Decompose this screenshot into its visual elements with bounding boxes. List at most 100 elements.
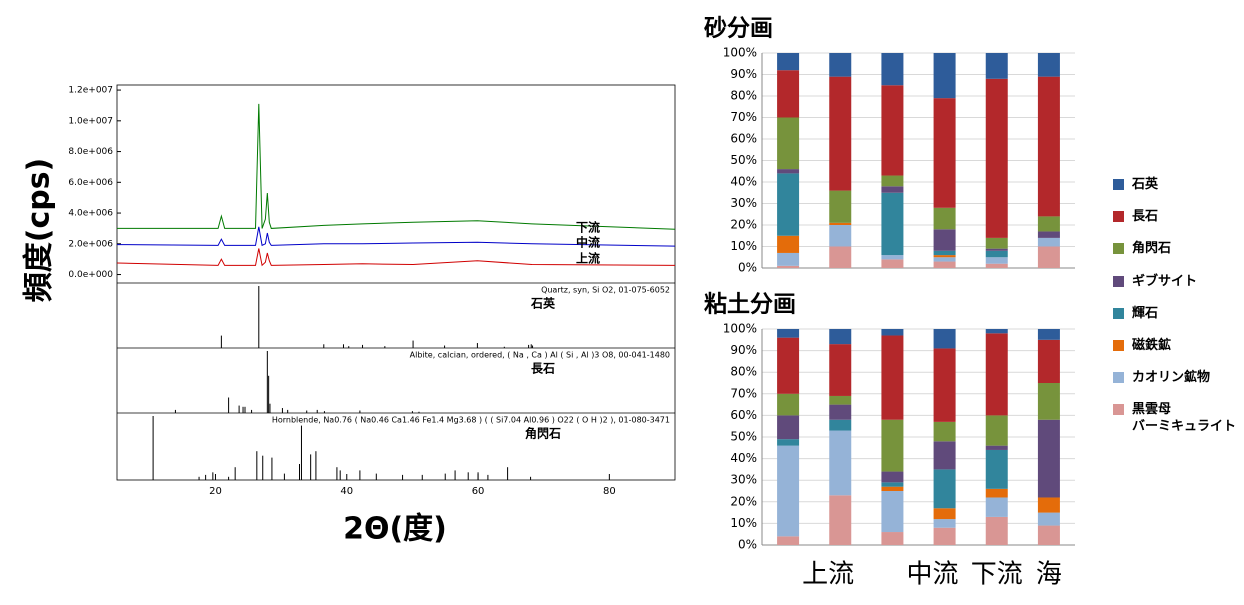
xrd-trace xyxy=(116,248,676,267)
bar-segment xyxy=(985,488,1008,498)
bar-segment xyxy=(881,471,904,483)
legend-swatch xyxy=(1113,179,1124,190)
legend-label: 石英 xyxy=(1132,177,1159,192)
y-tick-label: 80% xyxy=(730,365,757,379)
bar-segment xyxy=(777,415,800,440)
y-tick-label: 60% xyxy=(730,408,757,422)
bar-segment xyxy=(985,516,1008,545)
legend-label: ギブサイト xyxy=(1132,273,1198,289)
legend-item: 角閃石 xyxy=(1113,240,1171,257)
bar-segment xyxy=(881,85,904,176)
y-tick-label: 2.0e+006 xyxy=(68,239,113,249)
y-tick-label: 40% xyxy=(730,175,757,189)
reference-card: Hornblende, Na0.76 ( Na0.46 Ca1.46 Fe1.4… xyxy=(272,416,670,425)
bar-segment xyxy=(777,169,800,174)
bar-segment xyxy=(985,250,1008,258)
bar-segment xyxy=(1037,497,1060,513)
y-tick-label: 60% xyxy=(730,132,757,146)
bar-segment xyxy=(829,329,852,345)
y-tick-label: 90% xyxy=(730,67,757,81)
chart-title: 粘土分画 xyxy=(704,292,796,318)
bar-segment xyxy=(985,257,1008,264)
y-tick-label: 30% xyxy=(730,473,757,487)
legend-item: カオリン鉱物 xyxy=(1113,369,1210,386)
bar-segment xyxy=(829,404,852,420)
bar-segment xyxy=(881,259,904,268)
y-tick-label: 1.0e+007 xyxy=(68,116,113,126)
bar-segment xyxy=(829,246,852,268)
bar-segment xyxy=(777,70,800,118)
xrd-trace xyxy=(117,103,676,230)
bar-segment xyxy=(829,53,852,77)
legend-label: カオリン鉱物 xyxy=(1132,370,1211,386)
bar-segment xyxy=(933,329,956,349)
y-tick-label: 100% xyxy=(723,322,757,336)
legend-item: 黒雲母 バーミキュライト xyxy=(1113,401,1236,435)
bar-segment xyxy=(1037,339,1060,383)
y-tick-label: 0.0e+000 xyxy=(68,270,113,280)
reference-card: Albite, calcian, ordered, ( Na , Ca ) Al… xyxy=(410,351,670,360)
bar-segment xyxy=(777,235,800,253)
legend-swatch xyxy=(1113,307,1124,319)
bar-segment xyxy=(1037,512,1060,526)
bar-segment xyxy=(881,491,904,533)
y-tick-label: 30% xyxy=(730,196,757,210)
bar-segment xyxy=(1037,53,1060,77)
bar-segment xyxy=(933,207,956,230)
bar-segment xyxy=(829,344,852,396)
y-tick-label: 10% xyxy=(730,239,757,253)
bar-segment xyxy=(777,393,800,416)
bar-segment xyxy=(829,76,852,191)
bar-segment xyxy=(777,53,800,71)
bar-segment xyxy=(1037,231,1060,238)
bar-segment xyxy=(1037,525,1060,545)
bar-segment xyxy=(881,486,904,491)
y-tick-label: 80% xyxy=(730,89,757,103)
bar-segment xyxy=(1037,76,1060,217)
legend-item: 輝石 xyxy=(1113,305,1158,322)
bar-segment xyxy=(985,237,1008,249)
x-tick-label: 中流 xyxy=(906,560,958,590)
y-tick-label: 40% xyxy=(730,451,757,465)
x-tick-label: 下流 xyxy=(971,560,1023,590)
bar-segment xyxy=(985,449,1008,489)
bar-segment xyxy=(881,255,904,260)
bar-segment xyxy=(777,265,800,268)
bar-segment xyxy=(985,333,1008,416)
bar-segment xyxy=(985,497,1008,517)
legend-swatch xyxy=(1113,211,1124,223)
y-tick-label: 20% xyxy=(730,494,757,508)
legend-item: 石英 xyxy=(1113,176,1158,193)
legend-swatch xyxy=(1113,275,1124,287)
bar-segment xyxy=(985,53,1008,79)
bar-segment xyxy=(933,421,956,442)
legend-label: 磁鉄鉱 xyxy=(1132,338,1172,353)
bar-segment xyxy=(933,98,956,208)
bar-segment xyxy=(881,329,904,336)
reference-name: 長石 xyxy=(531,361,555,376)
x-tick-label: 40 xyxy=(340,486,353,497)
bar-segment xyxy=(777,536,800,545)
bar-segment xyxy=(985,263,1008,268)
reference-card: Quartz, syn, Si O2, 01-075-6052 xyxy=(541,286,670,295)
bar-segment xyxy=(1037,237,1060,247)
y-tick-label: 50% xyxy=(730,153,757,167)
bar-segment xyxy=(829,222,852,225)
legend-label: 角閃石 xyxy=(1132,241,1172,257)
bar-segment xyxy=(881,482,904,487)
bar-segment xyxy=(985,445,1008,450)
x-axis-label: 2Θ(度) xyxy=(343,512,447,547)
bar-segment xyxy=(829,225,852,247)
legend-swatch xyxy=(1113,404,1124,416)
bar-segment xyxy=(881,419,904,472)
trace-label: 下流 xyxy=(576,220,600,235)
bar-segment xyxy=(1037,329,1060,340)
bar-segment xyxy=(777,439,800,446)
y-tick-label: 20% xyxy=(730,218,757,232)
bar-segment xyxy=(933,255,956,258)
y-tick-label: 10% xyxy=(730,516,757,530)
y-tick-label: 100% xyxy=(723,46,757,60)
bar-segment xyxy=(881,532,904,545)
